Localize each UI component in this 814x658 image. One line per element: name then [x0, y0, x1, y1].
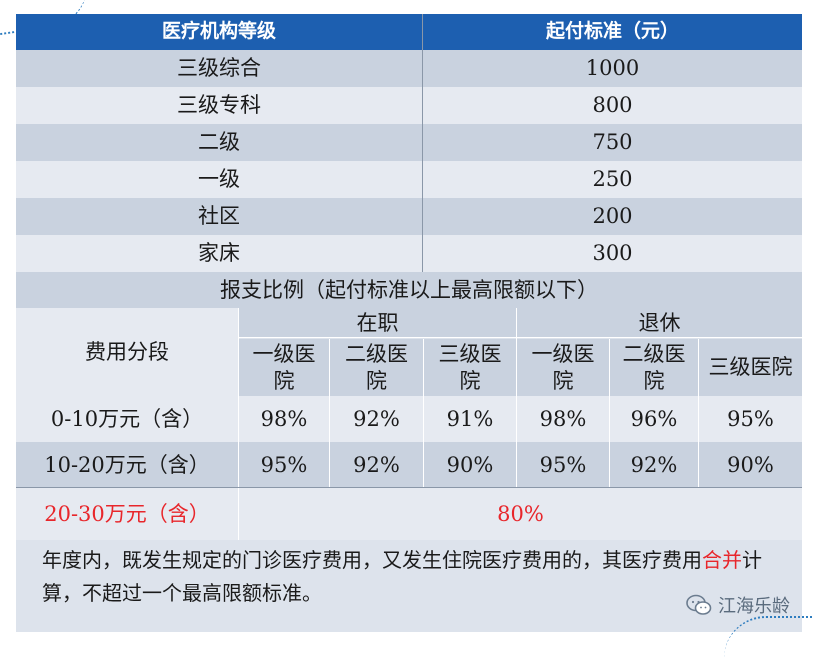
- row-level: 三级综合: [16, 50, 422, 87]
- ratio-value: 90%: [424, 442, 516, 488]
- ratio-value: 95%: [239, 442, 329, 488]
- segment-label: 费用分段: [16, 308, 238, 396]
- retired-label: 退休: [517, 308, 802, 338]
- note-part2: 计算，不超过一个最高限额标准。: [42, 548, 762, 605]
- segment-range: 0-10万元（含）: [16, 396, 238, 442]
- ratio-value: 92%: [610, 442, 698, 488]
- note-highlight: 合并: [702, 548, 742, 572]
- note-text: 年度内，既发生规定的门诊医疗费用，又发生住院医疗费用的，其医疗费用合并计算，不超…: [16, 540, 802, 632]
- row-level: 三级专科: [16, 87, 422, 124]
- wechat-icon: [686, 594, 712, 615]
- deductible-table: 医疗机构等级 起付标准（元） 三级综合 1000 三级专科 800 二级 750…: [16, 14, 802, 632]
- divider: [698, 339, 699, 488]
- divider: [609, 339, 610, 488]
- row-level: 社区: [16, 198, 422, 235]
- subcol-level1: 一级医院: [517, 339, 609, 396]
- ratio-value-highlight: 80%: [239, 488, 802, 540]
- header-level: 医疗机构等级: [16, 14, 422, 50]
- row-amount: 1000: [423, 50, 802, 87]
- ratio-value: 98%: [517, 396, 609, 442]
- row-amount: 800: [423, 87, 802, 124]
- subcol-level3: 三级医院: [699, 339, 802, 396]
- divider: [422, 14, 423, 272]
- divider: [239, 337, 802, 338]
- note-part1: 年度内，既发生规定的门诊医疗费用，又发生住院医疗费用的，其医疗费用: [42, 548, 702, 572]
- employed-label: 在职: [239, 308, 516, 338]
- ratio-value: 95%: [517, 442, 609, 488]
- ratio-value: 96%: [610, 396, 698, 442]
- row-amount: 300: [423, 235, 802, 272]
- ratio-value: 95%: [699, 396, 802, 442]
- segment-range-highlight: 20-30万元（含）: [16, 488, 238, 540]
- divider: [238, 308, 239, 540]
- watermark: 江海乐龄: [686, 592, 790, 618]
- ratio-value: 92%: [330, 442, 423, 488]
- watermark-text: 江海乐龄: [718, 596, 790, 617]
- divider: [329, 339, 330, 488]
- ratio-title: 报支比例（起付标准以上最高限额以下）: [16, 272, 802, 308]
- corner-decoration: [724, 616, 814, 658]
- subcol-level3: 三级医院: [424, 339, 516, 396]
- row-amount: 750: [423, 124, 802, 161]
- subcol-level1: 一级医院: [239, 339, 329, 396]
- divider: [16, 487, 802, 488]
- ratio-value: 98%: [239, 396, 329, 442]
- row-level: 家床: [16, 235, 422, 272]
- row-amount: 250: [423, 161, 802, 198]
- row-amount: 200: [423, 198, 802, 235]
- subcol-level2: 二级医院: [330, 339, 423, 396]
- ratio-value: 91%: [424, 396, 516, 442]
- ratio-value: 92%: [330, 396, 423, 442]
- divider: [516, 308, 517, 488]
- segment-range: 10-20万元（含）: [16, 442, 238, 488]
- divider: [423, 339, 424, 488]
- subcol-level2: 二级医院: [610, 339, 698, 396]
- row-level: 一级: [16, 161, 422, 198]
- header-threshold: 起付标准（元）: [423, 14, 802, 50]
- ratio-value: 90%: [699, 442, 802, 488]
- row-level: 二级: [16, 124, 422, 161]
